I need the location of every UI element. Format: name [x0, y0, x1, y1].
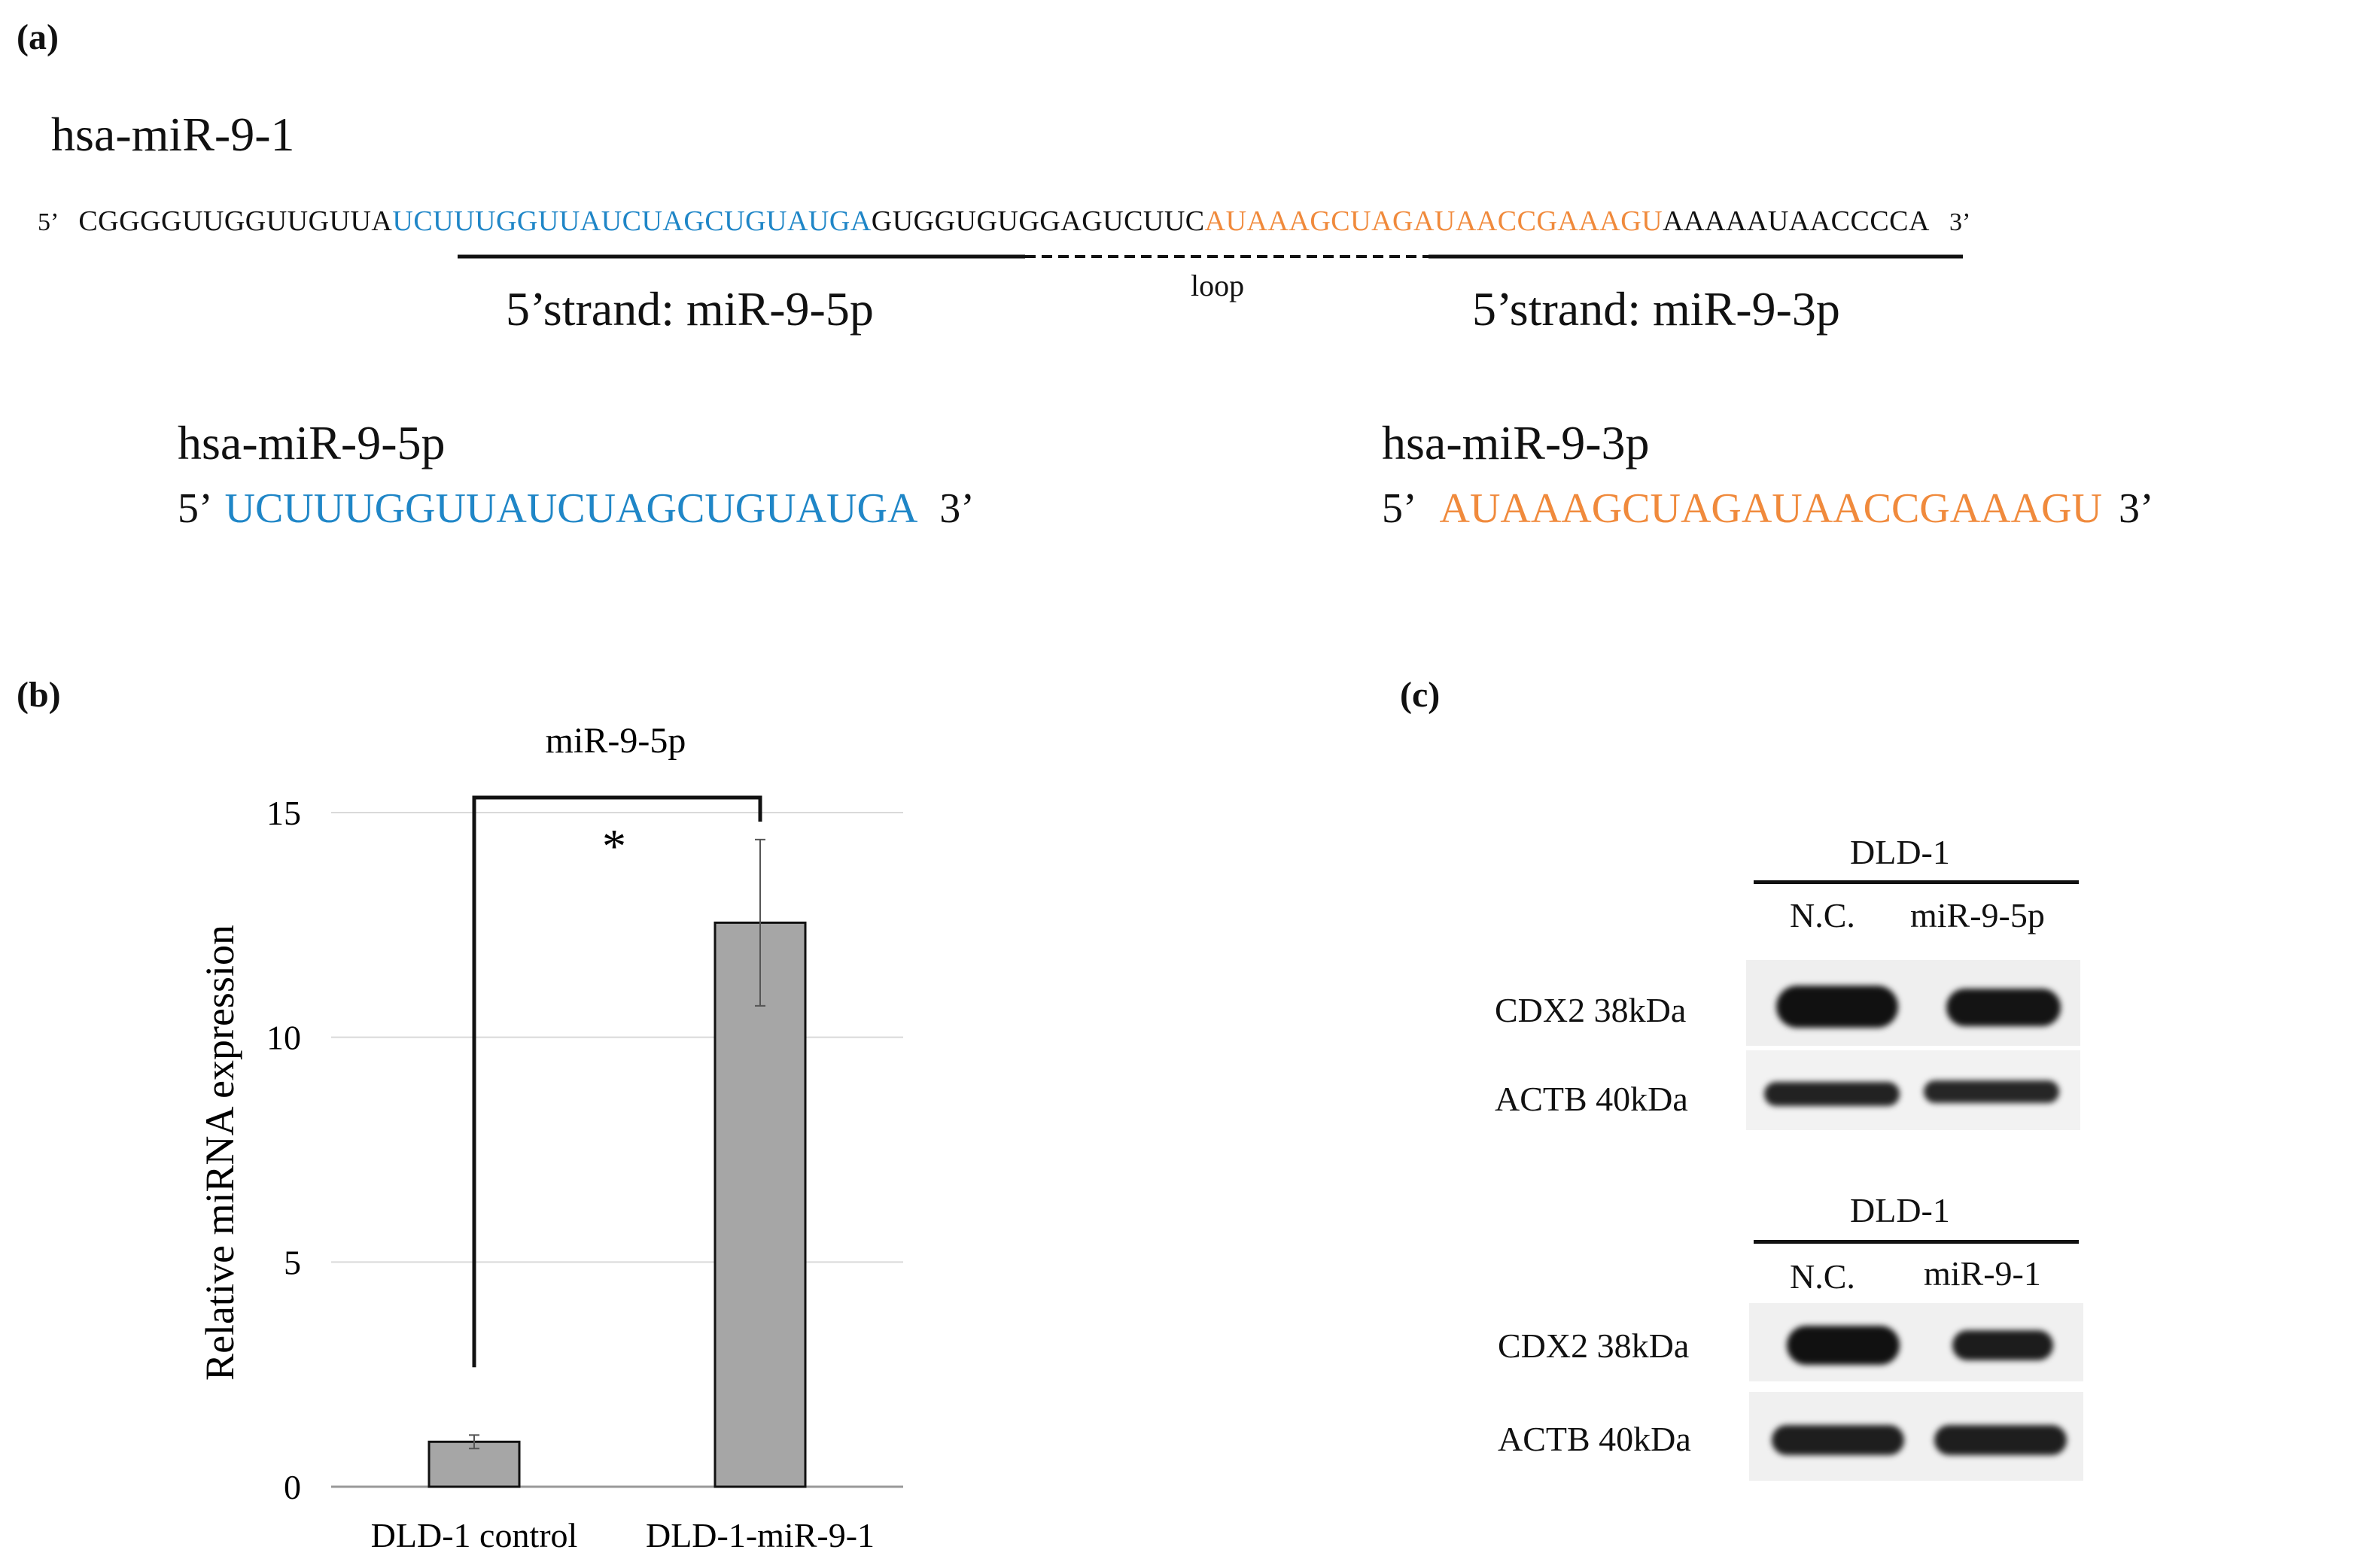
chart-gridlines — [331, 812, 903, 1488]
seq-5p-strand: UCUUUGGUUAUCUAGCUGUAUGA — [392, 205, 872, 237]
mature-5p-title: hsa-miR-9-5p — [178, 416, 446, 469]
mature-5p-prime3: 3’ — [939, 485, 975, 532]
mature-3p-sequence: 5’ AUAAAGCUAGAUAACCGAAAGU 3’ — [1382, 485, 2154, 533]
significance-asterisk: * — [602, 819, 626, 873]
chart-x-ticks: DLD-1 control DLD-1-miR-9-1 — [371, 1516, 875, 1554]
strand-3p-label: 5’strand: miR-9-3p — [1472, 282, 1840, 336]
blot2-cdx2-band-image — [1749, 1303, 2083, 1381]
blot1-actb-band-nc — [1764, 1082, 1900, 1106]
mature-3p-seq: AUAAAGCUAGAUAACCGAAAGU — [1439, 485, 2102, 532]
chart-y-axis-label: Relative miRNA expression — [197, 925, 242, 1381]
blot1-row-1-label: CDX2 38kDa — [1495, 991, 1687, 1029]
blot2-lane-2: miR-9-1 — [1924, 1254, 2041, 1293]
blot1-lane-2: miR-9-5p — [1910, 896, 2045, 934]
y-tick-label: 10 — [266, 1019, 301, 1057]
significance-bracket — [472, 795, 762, 1368]
bar — [713, 921, 807, 1488]
blot2-cell-line: DLD-1 — [1850, 1191, 1950, 1229]
blot2-header-rule — [1754, 1240, 2079, 1244]
blot2-row-1-label: CDX2 38kDa — [1498, 1326, 1690, 1365]
blot2-actb-band-nc — [1772, 1425, 1904, 1455]
loop-label: loop — [1191, 269, 1245, 302]
chart-significance: * — [472, 795, 762, 1368]
seq-prefix: CGGGGUUGGUUGUUA — [78, 205, 393, 237]
blot1-row-2-label: ACTB 40kDa — [1495, 1080, 1688, 1118]
seq-loop: GUGGUGUGGAGUCUUC — [871, 205, 1205, 237]
chart-title: miR-9-5p — [546, 721, 686, 761]
blot2-row-2-label: ACTB 40kDa — [1498, 1420, 1691, 1458]
seq-3p-strand: AUAAAGCUAGAUAACCGAAAGU — [1204, 205, 1663, 237]
chart-y-ticks: 0 5 10 15 — [266, 794, 301, 1506]
mature-5p-prime5: 5’ — [178, 485, 210, 532]
bar-chart: miR-9-5p Relative miRNA expression 0 5 10 1… — [197, 721, 903, 1554]
blot2-cdx2-band-treated — [1952, 1330, 2053, 1360]
mature-3p-title: hsa-miR-9-3p — [1382, 416, 1650, 469]
seq-3prime-label: 3’ — [1949, 208, 1971, 236]
mature-5p-sequence: 5’ UCUUUGGUUAUCUAGCUGUAUGA 3’ — [178, 485, 975, 533]
y-tick-label: 0 — [284, 1468, 301, 1506]
y-tick-label: 15 — [266, 794, 301, 832]
strand-5p-label: 5’strand: miR-9-5p — [506, 282, 874, 336]
panel-c-label: (c) — [1400, 675, 1441, 715]
blot2-actb-band-image — [1749, 1392, 2083, 1481]
blot1-actb-band-image — [1746, 1050, 2080, 1130]
panel-a-label: (a) — [17, 17, 59, 57]
panel-b-label: (b) — [17, 675, 61, 715]
y-tick-label: 5 — [284, 1243, 301, 1281]
chart-bars — [427, 921, 807, 1488]
blot1-cdx2-band-nc — [1776, 986, 1898, 1028]
strand-underlines — [458, 254, 1963, 259]
blot1-lane-1: N.C. — [1790, 896, 1855, 934]
seq-suffix: AAAAAUAACCCCA — [1663, 205, 1930, 237]
blot1-actb-band-treated — [1924, 1080, 2059, 1103]
blot1-cdx2-band-image — [1746, 960, 2080, 1046]
seq-5prime-label: 5’ — [38, 208, 59, 236]
blot2-cdx2-band-nc — [1787, 1326, 1900, 1365]
blot2-lane-1: N.C. — [1790, 1257, 1855, 1296]
x-tick-label: DLD-1-miR-9-1 — [646, 1516, 875, 1554]
x-tick-label: DLD-1 control — [371, 1516, 578, 1554]
blot1-cell-line: DLD-1 — [1850, 833, 1950, 871]
blot1-header-rule — [1754, 880, 2079, 884]
mature-3p-prime5: 5’ — [1382, 485, 1414, 532]
chart-error-bars — [469, 838, 765, 1450]
precursor-sequence: 5’ CGGGGUUGGUUGUUAUCUUUGGUUAUCUAGCUGUAUG… — [38, 205, 1970, 238]
mature-5p-seq: UCUUUGGUUAUCUAGCUGUAUGA — [224, 485, 916, 532]
mature-3p-prime3: 3’ — [2118, 485, 2154, 532]
precursor-title: hsa-miR-9-1 — [51, 108, 295, 161]
blot1-cdx2-band-treated — [1946, 989, 2061, 1026]
blot2-actb-band-treated — [1934, 1425, 2067, 1455]
